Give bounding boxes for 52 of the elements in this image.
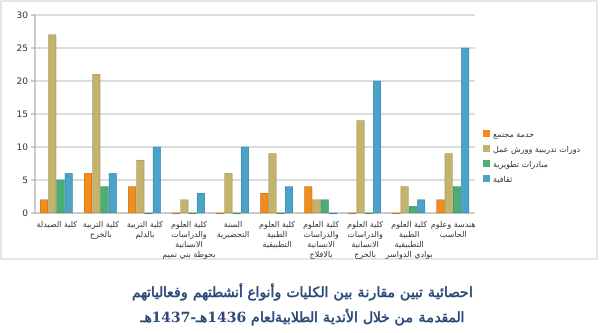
bar (373, 80, 382, 214)
bar (224, 173, 232, 214)
bar (452, 186, 461, 214)
x-tick-label: كلية العلوم والدراسات الانسانية بحوطة بني تميم (162, 220, 216, 259)
bar (461, 48, 470, 214)
text: احصائية تبين مقارنة بين الكليات وأنواع أنشطتهم وفعالياتهم (132, 282, 474, 301)
y-tick-label: 10 (16, 143, 28, 154)
bar (400, 186, 409, 214)
bar (100, 186, 109, 214)
bar (196, 192, 205, 214)
bar (436, 200, 444, 214)
x-tick-label: كلية التربية بالخرج (82, 220, 120, 239)
legend-label: مبادرات تطويرية (493, 160, 548, 169)
legend-label: ثقافية (493, 175, 512, 184)
bar (48, 34, 56, 214)
x-tick-label: كلية الصيدلة (36, 220, 78, 229)
bar (128, 186, 136, 214)
x-tick-label: هندسة وعلوم الحاسب (430, 220, 476, 239)
bar (108, 173, 117, 214)
x-tick-label: كلية التربية بالدلم (126, 220, 164, 239)
bar (312, 200, 320, 214)
bar (304, 186, 312, 214)
bar (180, 200, 188, 214)
x-tick-label: كلية العلوم والدراسات الانسانية بالافلاج (303, 220, 340, 259)
bar (444, 153, 453, 214)
x-tick-label: السنة التحضيرية (216, 220, 250, 239)
x-tick-label: كلية العلوم والدراسات الانسانية بالخرج (347, 220, 384, 259)
y-tick-label: 25 (16, 44, 28, 54)
y-tick-label: 5 (22, 176, 28, 186)
bar (285, 186, 293, 214)
legend-label: خدمة مجتمع (493, 130, 534, 139)
y-tick-label: 20 (16, 77, 28, 88)
y-tick-label: 0 (22, 209, 28, 220)
y-tick-label: 30 (16, 11, 28, 22)
bar (64, 173, 73, 214)
bar (92, 74, 100, 214)
bar (260, 192, 268, 214)
legend-label: دورات تدريبية وورش عمل (493, 145, 581, 154)
bar (356, 120, 365, 214)
bar (268, 153, 276, 214)
y-tick-label: 15 (16, 110, 28, 120)
bar (56, 180, 64, 214)
bar (240, 146, 249, 214)
bar (40, 200, 48, 214)
text: المقدمة من خلال الأندية الطلابيةلعام 1436هـ-1437هـ (139, 308, 465, 326)
bar (320, 200, 329, 214)
bar (417, 200, 426, 214)
x-tick-label: كلية العلوم الطبية التطبيقية (259, 220, 296, 249)
bar (152, 146, 161, 214)
bar (136, 160, 144, 214)
bar (84, 173, 92, 214)
bar (408, 206, 417, 214)
